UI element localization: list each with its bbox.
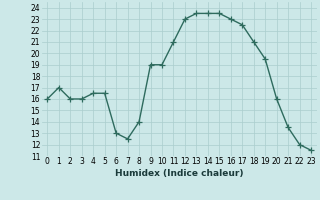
X-axis label: Humidex (Indice chaleur): Humidex (Indice chaleur) xyxy=(115,169,244,178)
